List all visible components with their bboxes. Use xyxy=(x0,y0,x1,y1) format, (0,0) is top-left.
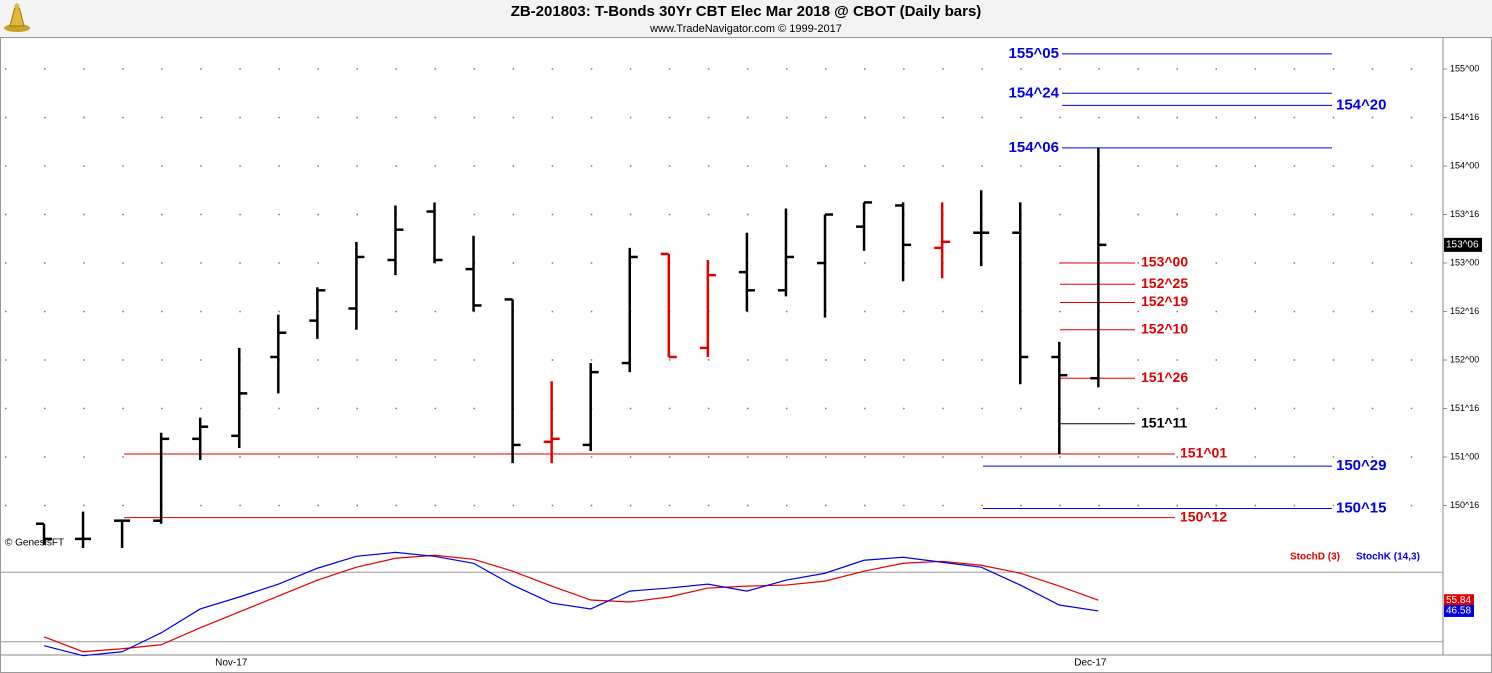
y-tick-label: 150^16 xyxy=(1450,500,1479,510)
level-label: 154^24 xyxy=(1009,84,1060,101)
last-price-label: 153^06 xyxy=(1446,239,1479,250)
legend-entry: StochD (3) xyxy=(1290,552,1340,563)
y-tick-label: 154^16 xyxy=(1450,112,1479,122)
level-label: 154^20 xyxy=(1336,96,1386,113)
level-label: 150^29 xyxy=(1336,457,1386,474)
level-label: 151^01 xyxy=(1180,445,1227,461)
level-label: 152^10 xyxy=(1141,320,1188,336)
last-value-label: 46.58 xyxy=(1446,606,1471,617)
chart-title: ZB-201803: T-Bonds 30Yr CBT Elec Mar 201… xyxy=(511,3,982,20)
chart-subtitle: www.TradeNavigator.com © 1999-2017 xyxy=(649,23,842,35)
last-value-box xyxy=(1444,604,1474,617)
y-tick-label: 154^00 xyxy=(1450,160,1479,170)
level-label: 150^12 xyxy=(1180,508,1227,524)
x-tick-label: Nov-17 xyxy=(215,658,248,669)
level-label: 154^06 xyxy=(1009,139,1059,156)
y-tick-label: 153^16 xyxy=(1450,209,1479,219)
level-label: 155^05 xyxy=(1009,45,1059,62)
y-tick-label: 152^16 xyxy=(1450,306,1479,316)
level-label: 152^19 xyxy=(1141,293,1188,309)
y-tick-label: 151^00 xyxy=(1450,451,1479,461)
header-band xyxy=(0,0,1492,37)
last-value-box xyxy=(1444,594,1474,607)
logo xyxy=(4,2,30,32)
last-value-label: 55.84 xyxy=(1446,595,1471,606)
stoch-line xyxy=(43,554,1099,653)
level-label: 151^26 xyxy=(1141,369,1188,385)
legend-entry: StochK (14,3) xyxy=(1356,552,1420,563)
level-label: 150^15 xyxy=(1336,500,1386,517)
stoch-line xyxy=(43,551,1099,657)
level-label: 153^00 xyxy=(1141,254,1188,270)
level-label: 151^11 xyxy=(1141,414,1188,430)
y-tick-label: 153^00 xyxy=(1450,257,1479,267)
y-tick-label: 155^00 xyxy=(1450,63,1479,73)
watermark: © GenesisFT xyxy=(5,538,64,549)
y-tick-label: 152^00 xyxy=(1450,354,1479,364)
y-tick-label: 151^16 xyxy=(1450,403,1479,413)
last-price-box xyxy=(1444,237,1482,252)
x-tick-label: Dec-17 xyxy=(1074,658,1107,669)
level-label: 152^25 xyxy=(1141,275,1188,291)
frame xyxy=(0,37,1492,673)
